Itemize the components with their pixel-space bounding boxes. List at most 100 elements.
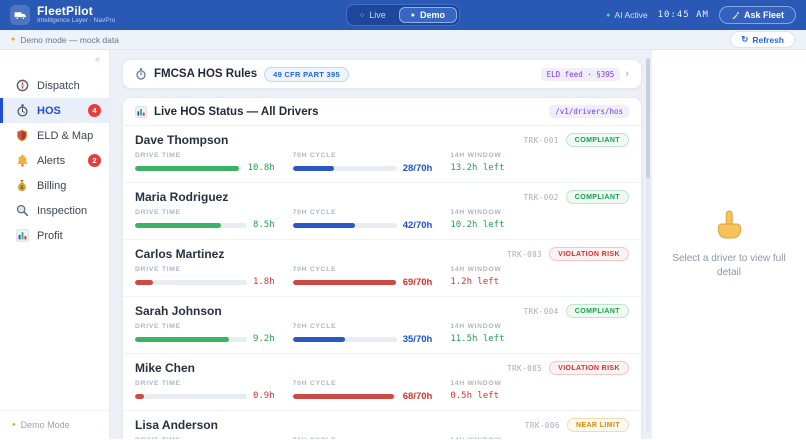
sidebar-item-label: Profit <box>37 230 63 242</box>
window-label: 14H WINDOW <box>450 323 537 330</box>
sidebar-item-alerts[interactable]: Alerts 2 <box>0 148 109 173</box>
driver-row[interactable]: Mike Chen TRK-005 VIOLATION RISK DRIVE T… <box>123 354 641 411</box>
drive-time-label: DRIVE TIME <box>135 323 275 330</box>
status-badge: VIOLATION RISK <box>549 247 629 261</box>
sidebar-item-inspection[interactable]: Inspection <box>0 198 109 223</box>
cycle-label: 70H CYCLE <box>293 323 433 330</box>
driver-name: Carlos Martinez <box>135 247 224 261</box>
demo-banner-text: Demo mode — mock data <box>20 35 119 45</box>
amber-dot-icon: ● <box>11 36 15 43</box>
clock-time: 10:45 AM <box>658 10 709 20</box>
window-label: 14H WINDOW <box>450 152 537 159</box>
status-badge: VIOLATION RISK <box>549 361 629 375</box>
cycle-value: 35/70h <box>403 334 433 345</box>
drive-time-value: 10.8h <box>248 163 275 173</box>
drive-time-label: DRIVE TIME <box>135 152 275 159</box>
truck-id: TRK-002 <box>524 193 559 202</box>
main-content: FMCSA HOS Rules 49 CFR PART 395 ELD feed… <box>110 50 652 439</box>
shield-icon <box>15 129 29 143</box>
toggle-demo-label: Demo <box>420 10 445 20</box>
cycle-bar <box>293 337 397 342</box>
hos-status-card: Live HOS Status — All Drivers /v1/driver… <box>122 97 642 439</box>
cycle-label: 70H CYCLE <box>293 209 433 216</box>
drive-time-value: 0.9h <box>253 391 275 401</box>
empty-state-text: Select a driver to view full detail <box>652 252 806 279</box>
chevron-right-icon[interactable]: › <box>625 68 629 80</box>
scrollbar-thumb[interactable] <box>646 58 650 178</box>
sidebar-footer: ● Demo Mode <box>0 410 109 439</box>
fmcsa-rules-card[interactable]: FMCSA HOS Rules 49 CFR PART 395 ELD feed… <box>122 59 642 89</box>
toggle-demo[interactable]: ● Demo <box>399 7 457 23</box>
toggle-live-label: Live <box>369 10 386 20</box>
driver-row[interactable]: Maria Rodriguez TRK-002 COMPLIANT DRIVE … <box>123 183 641 240</box>
drive-time-label: DRIVE TIME <box>135 380 275 387</box>
sidebar: « Dispatch HOS 4 ELD & Map <box>0 50 110 439</box>
drive-time-label: DRIVE TIME <box>135 209 275 216</box>
drive-time-fill <box>135 280 153 285</box>
drive-time-fill <box>135 337 229 342</box>
drive-time-fill <box>135 223 221 228</box>
status-badge: NEAR LIMIT <box>567 418 629 432</box>
cfr-badge: 49 CFR PART 395 <box>264 67 349 82</box>
drive-time-label: DRIVE TIME <box>135 437 275 439</box>
cycle-label: 70H CYCLE <box>293 266 433 273</box>
window-value: 1.2h left <box>450 277 537 287</box>
toggle-live[interactable]: ○ Live <box>349 7 397 23</box>
cycle-fill <box>293 166 335 171</box>
driver-row[interactable]: Sarah Johnson TRK-004 COMPLIANT DRIVE TI… <box>123 297 641 354</box>
refresh-icon: ↻ <box>741 34 748 45</box>
cycle-label: 70H CYCLE <box>293 380 433 387</box>
cycle-value: 68/70h <box>403 391 433 402</box>
driver-list: Dave Thompson TRK-001 COMPLIANT DRIVE TI… <box>123 126 641 439</box>
bar-chart-icon <box>135 106 147 118</box>
truck-id: TRK-001 <box>524 136 559 145</box>
window-value: 10.2h left <box>450 220 537 230</box>
ai-status-label: AI Active <box>615 10 648 20</box>
driver-row[interactable]: Carlos Martinez TRK-003 VIOLATION RISK D… <box>123 240 641 297</box>
window-label: 14H WINDOW <box>450 266 537 273</box>
ask-fleet-button[interactable]: Ask Fleet <box>719 6 796 24</box>
sidebar-item-dispatch[interactable]: Dispatch <box>0 73 109 98</box>
window-label: 14H WINDOW <box>450 209 537 216</box>
sidebar-item-label: ELD & Map <box>37 130 93 142</box>
bar-chart-icon <box>15 229 29 243</box>
driver-name: Lisa Anderson <box>135 418 218 432</box>
driver-row[interactable]: Dave Thompson TRK-001 COMPLIANT DRIVE TI… <box>123 126 641 183</box>
truck-icon <box>14 9 27 22</box>
ai-status: ● AI Active <box>606 10 647 20</box>
list-scrollbar[interactable] <box>646 58 650 433</box>
truck-id: TRK-003 <box>507 250 542 259</box>
driver-name: Dave Thompson <box>135 133 228 147</box>
app-header: FleetPilot Intelligence Layer · NavPro ○… <box>0 0 806 30</box>
truck-id: TRK-004 <box>524 307 559 316</box>
refresh-button[interactable]: ↻ Refresh <box>730 31 795 48</box>
driver-name: Mike Chen <box>135 361 195 375</box>
live-demo-toggle[interactable]: ○ Live ● Demo <box>346 4 460 26</box>
driver-name: Sarah Johnson <box>135 304 222 318</box>
money-bag-icon: $ <box>15 179 29 193</box>
status-badge: COMPLIANT <box>566 190 629 204</box>
status-badge: COMPLIANT <box>566 133 629 147</box>
hos-card-title: Live HOS Status — All Drivers <box>154 106 318 118</box>
truck-id: TRK-005 <box>507 364 542 373</box>
radio-selected-icon: ● <box>411 12 415 19</box>
sidebar-item-hos[interactable]: HOS 4 <box>0 98 109 123</box>
endpoint-badge: /v1/drivers/hos <box>549 105 629 118</box>
demo-banner: ● Demo mode — mock data ↻ Refresh <box>0 30 806 50</box>
sidebar-item-profit[interactable]: Profit <box>0 223 109 248</box>
radio-unselected-icon: ○ <box>360 12 364 19</box>
drive-time-bar <box>135 223 247 228</box>
cycle-label: 70H CYCLE <box>293 437 433 439</box>
stopwatch-icon <box>135 68 147 80</box>
sidebar-item-eld-map[interactable]: ELD & Map <box>0 123 109 148</box>
driver-row[interactable]: Lisa Anderson TRK-006 NEAR LIMIT DRIVE T… <box>123 411 641 439</box>
cycle-fill <box>293 337 345 342</box>
cycle-bar <box>293 280 397 285</box>
window-value: 11.5h left <box>450 334 537 344</box>
drive-time-bar <box>135 280 247 285</box>
drive-time-value: 1.8h <box>253 277 275 287</box>
cycle-bar <box>293 394 397 399</box>
sidebar-item-label: Alerts <box>37 155 65 167</box>
sidebar-item-billing[interactable]: $ Billing <box>0 173 109 198</box>
sidebar-collapse-button[interactable]: « <box>95 54 100 64</box>
